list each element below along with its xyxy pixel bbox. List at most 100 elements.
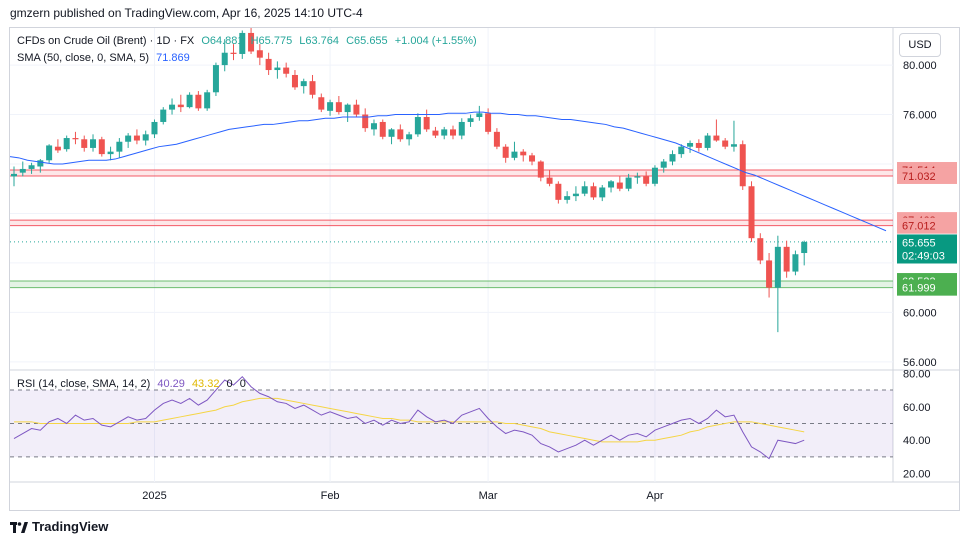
candle-up [212,65,219,93]
candle-down [739,144,746,187]
candle-up [327,102,334,111]
time-tick-label: Apr [646,490,663,502]
candle-up [186,94,193,108]
time-tick-label: Feb [321,490,340,502]
candle-up [11,173,17,177]
candle-down [493,131,500,147]
candle-down [643,176,650,184]
candle-down [766,260,773,288]
candle-up [441,129,448,136]
candle-up [458,121,465,136]
candle-up [169,104,176,110]
support-price-tag [897,279,957,296]
candle-up [19,168,26,173]
candle-down [397,129,404,140]
ohlc-high: H65.775 [250,35,293,47]
candle-down [195,94,202,109]
candle-down [590,186,597,198]
candle-down [362,114,369,129]
candle-up [28,165,35,169]
candle-down [450,129,456,136]
candle-up [730,144,737,147]
candle-up [300,81,307,87]
candle-up [564,196,571,200]
candle-up [37,160,44,167]
candle-down [616,182,623,189]
candle-down [432,130,439,136]
candle-down [98,139,105,155]
tradingview-brand: TradingView [10,519,108,534]
price-tick-label: 76.000 [903,110,937,122]
candle-down [318,97,325,110]
candle-down [757,238,764,261]
candle-up [221,52,228,66]
candle-up [581,186,588,194]
candle-down [309,81,316,95]
candle-down [265,58,272,71]
candle-up [774,246,781,288]
candle-up [669,154,676,162]
candle-up [651,167,658,184]
ohlc-open: O64.881 [201,35,244,47]
support-price-tag-text: 61.999 [902,283,936,295]
candle-down [529,155,536,162]
rsi-ma-value: 43.32 [191,378,220,390]
time-tick-label: Mar [479,490,498,502]
candle-down [546,177,553,184]
resistance-band [10,170,893,176]
candle-up [599,187,606,198]
candle-down [54,146,61,151]
resistance-band [10,220,893,226]
candle-down [722,140,729,147]
candle-up [388,129,395,137]
candle-down [256,50,263,58]
candle-down [748,186,755,239]
candle-down [335,102,342,113]
symbol-title[interactable]: CFDs on Crude Oil (Brent) · 1D · FX [17,35,195,47]
price-tick-label: 56.000 [903,357,937,369]
ohlc-low: L63.764 [299,35,340,47]
sma-value: 71.869 [156,52,190,64]
candle-down [485,113,492,132]
rsi-extra-1: 0 [226,378,233,390]
resistance-price-tag-text: 71.032 [902,171,936,183]
tradingview-logo-icon [10,521,28,533]
candle-up [370,123,377,130]
rsi-extra-2: 0 [239,378,246,390]
sma-line [9,111,887,232]
candle-down [283,67,290,74]
candle-down [537,161,544,178]
candle-up [476,113,483,118]
support-band [10,281,893,288]
currency-button[interactable]: USD [899,33,941,57]
rsi-line [13,375,805,460]
candle-up [572,193,579,197]
candle-down [502,146,509,158]
candle-down [713,135,720,141]
sma-legend: SMA (50, close, 0, SMA, 5) 71.869 [17,52,194,64]
candle-down [379,121,386,137]
countdown-price-tag-text: 02:49:03 [902,250,945,262]
candle-up [204,92,211,109]
candle-down [695,142,702,148]
candle-up [801,241,808,254]
last-price-tag-text: 65.655 [902,237,936,249]
candle-up [116,141,123,152]
rsi-label[interactable]: RSI (14, close, SMA, 14, 2) [17,378,151,390]
candle-down [81,139,88,148]
rsi-ma-line [14,397,805,443]
publisher-line: gmzern published on TradingView.com, Apr… [10,6,363,20]
candle-down [72,138,79,140]
candle-down [230,52,237,54]
rsi-value: 40.29 [157,378,185,390]
rsi-legend: RSI (14, close, SMA, 14, 2) 40.29 43.32 … [17,378,250,390]
candle-up [678,146,685,155]
candle-up [511,151,518,158]
sma-label[interactable]: SMA (50, close, 0, SMA, 5) [17,52,150,64]
candle-down [555,183,562,200]
candle-up [687,142,694,147]
last-price-tag [897,234,957,251]
price-tick-label: 80.000 [903,60,937,72]
candle-up [107,151,114,155]
